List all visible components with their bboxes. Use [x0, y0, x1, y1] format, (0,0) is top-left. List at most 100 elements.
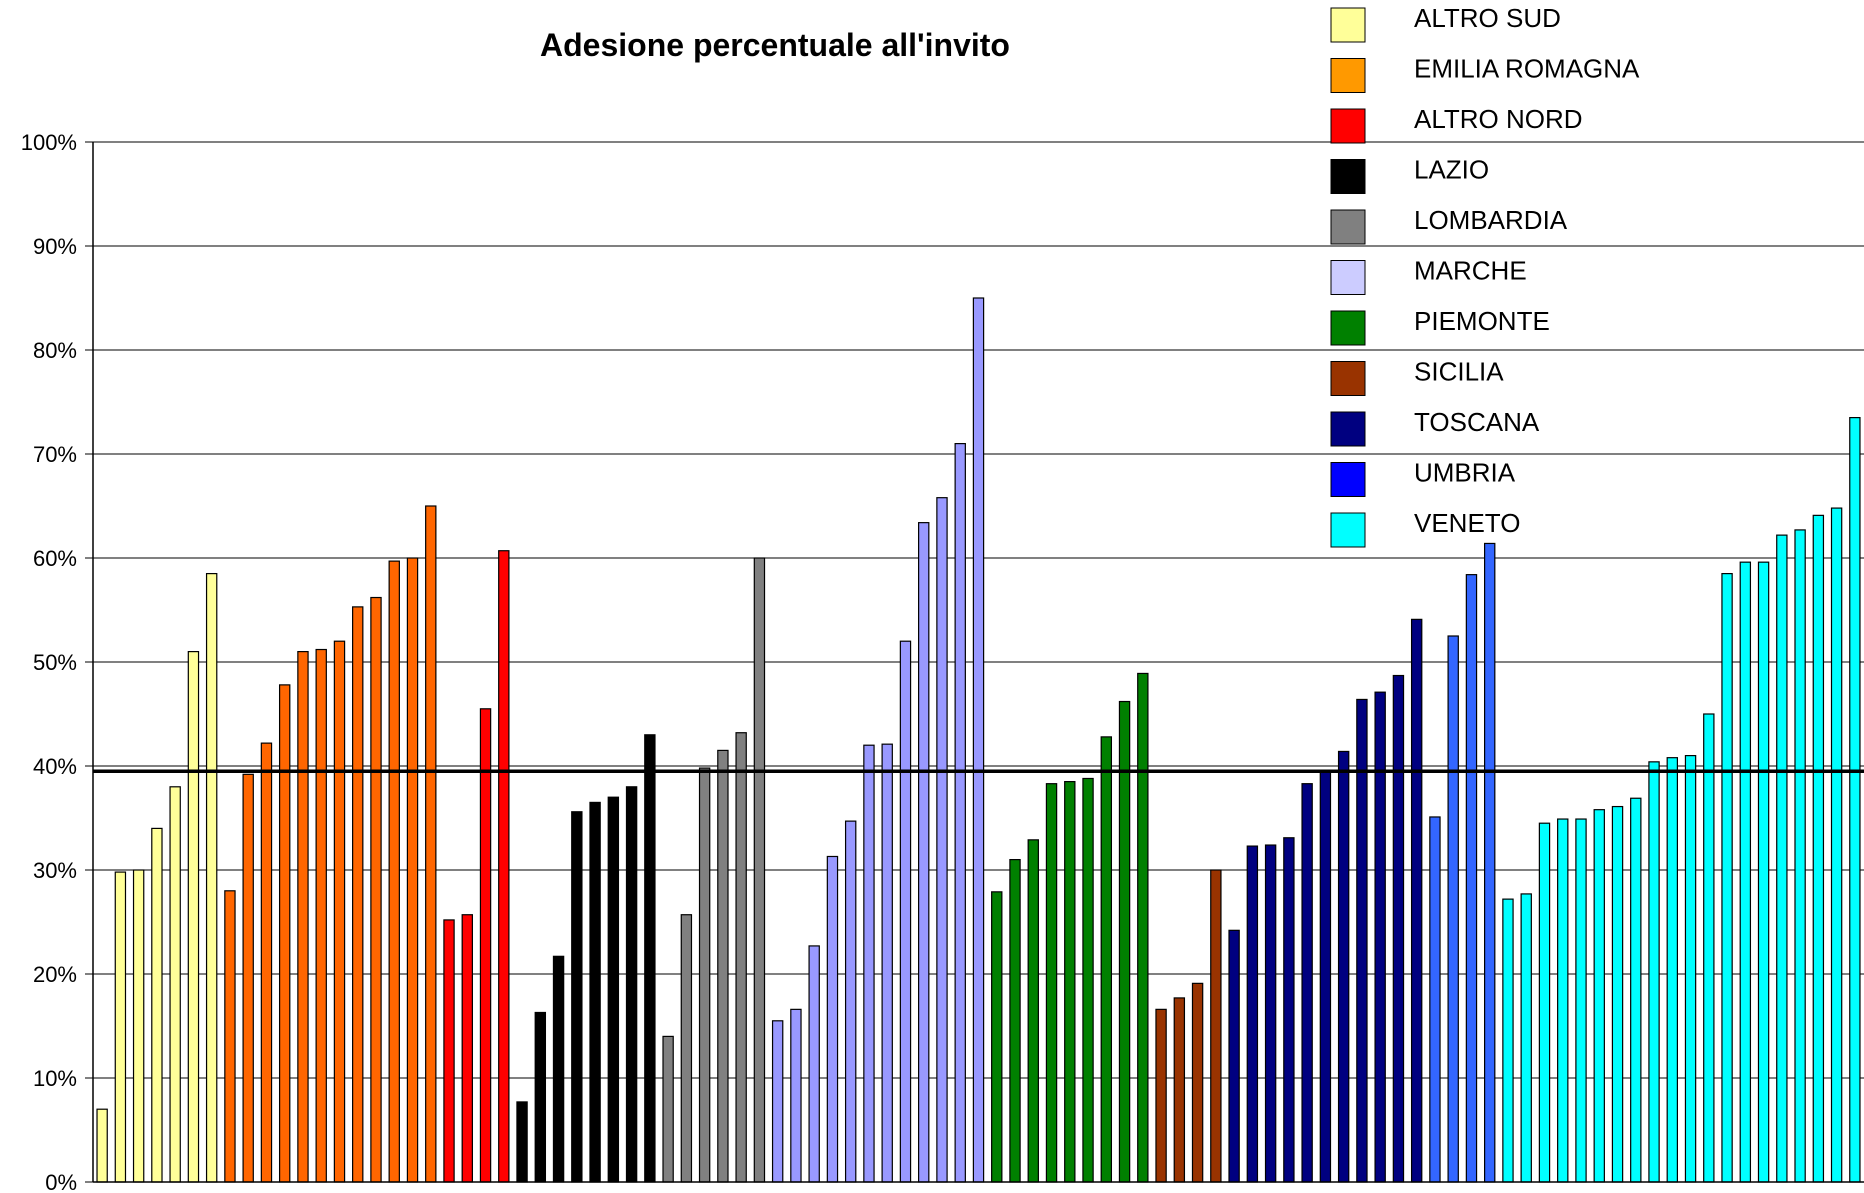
bar — [315, 648, 327, 1183]
bar — [1410, 618, 1423, 1183]
bar — [1849, 417, 1861, 1183]
bar — [1538, 822, 1551, 1183]
bar — [899, 640, 912, 1183]
bar — [644, 734, 656, 1183]
bar — [1155, 1008, 1167, 1183]
bar — [936, 497, 948, 1183]
bar — [1283, 837, 1295, 1183]
legend-swatch — [1330, 58, 1366, 93]
bar — [333, 640, 346, 1183]
bar — [1465, 574, 1478, 1183]
bar — [881, 743, 893, 1183]
bar — [370, 596, 382, 1183]
bar — [1776, 534, 1788, 1183]
legend-label: ALTRO NORD — [1414, 104, 1583, 134]
bar — [132, 869, 145, 1183]
y-tick-label: 100% — [21, 130, 77, 155]
bar — [571, 811, 583, 1183]
bar — [1246, 845, 1259, 1183]
bar — [753, 557, 766, 1183]
bar — [552, 955, 565, 1183]
bar — [1739, 561, 1752, 1183]
bar — [205, 572, 218, 1183]
bar — [918, 522, 930, 1183]
bar — [698, 767, 711, 1183]
bar — [662, 1035, 674, 1183]
bar — [844, 820, 857, 1183]
bar — [1429, 816, 1441, 1183]
bar — [425, 505, 437, 1183]
legend-swatch — [1330, 361, 1366, 396]
legend-label: MARCHE — [1414, 256, 1527, 286]
bar — [406, 557, 419, 1183]
y-tick-label: 70% — [33, 442, 77, 467]
bar — [1118, 700, 1131, 1183]
legend-label: LOMBARDIA — [1414, 205, 1568, 235]
bar — [151, 827, 163, 1183]
y-tick-label: 40% — [33, 754, 77, 779]
bar — [717, 749, 729, 1183]
bar — [1173, 997, 1186, 1183]
bar — [516, 1101, 528, 1183]
legend-label: PIEMONTE — [1414, 306, 1550, 336]
bar — [1502, 898, 1514, 1183]
y-tick-label: 80% — [33, 338, 77, 363]
bar — [443, 919, 455, 1183]
y-tick-label: 90% — [33, 234, 77, 259]
bar — [1684, 754, 1697, 1183]
bar — [1648, 761, 1660, 1183]
bar — [607, 796, 620, 1183]
bar — [1483, 542, 1496, 1183]
bar — [96, 1108, 108, 1183]
bar — [498, 550, 510, 1183]
bar — [187, 650, 200, 1183]
bar — [242, 773, 254, 1183]
bar — [1301, 783, 1313, 1183]
bar — [1082, 777, 1094, 1183]
bar — [1009, 858, 1021, 1183]
y-tick-label: 0% — [45, 1170, 77, 1193]
bar — [826, 855, 839, 1183]
bar — [224, 890, 236, 1183]
bar — [954, 443, 966, 1183]
bar — [1374, 691, 1386, 1183]
y-tick-label: 60% — [33, 546, 77, 571]
legend-swatch — [1330, 512, 1366, 548]
bar — [625, 786, 638, 1183]
legend-label: VENETO — [1414, 508, 1520, 538]
bar — [1757, 561, 1770, 1183]
bar — [991, 891, 1003, 1183]
legend-swatch — [1330, 310, 1366, 346]
bar — [1520, 893, 1532, 1183]
bar — [461, 914, 473, 1183]
bar — [1794, 529, 1806, 1183]
bar — [1027, 839, 1039, 1183]
y-tick-label: 50% — [33, 650, 77, 675]
bar — [1392, 674, 1405, 1183]
bar — [1100, 736, 1113, 1183]
y-axis-ticks: 0% 10% 20% 30% 40% 50% 60% 70% 80% 90% 100% — [21, 130, 93, 1193]
bar — [1210, 869, 1222, 1183]
legend-label: EMILIA ROMAGNA — [1414, 54, 1640, 84]
bar — [1593, 809, 1605, 1183]
bar — [114, 871, 127, 1183]
legend-label: UMBRIA — [1414, 458, 1516, 488]
chart-title: Adesione percentuale all'invito — [540, 27, 1010, 63]
bars — [96, 297, 1861, 1183]
bar — [790, 1008, 802, 1183]
bar — [1191, 982, 1204, 1183]
legend-swatch — [1330, 108, 1366, 144]
legend-label: LAZIO — [1414, 155, 1489, 185]
bar — [1611, 805, 1624, 1183]
bar — [735, 732, 747, 1183]
legend-label: SICILIA — [1414, 357, 1504, 387]
legend-label: ALTRO SUD — [1414, 3, 1561, 33]
legend-swatch — [1330, 209, 1366, 245]
axes — [92, 142, 1864, 1183]
legend-swatch — [1330, 411, 1366, 447]
bar — [1064, 780, 1076, 1183]
legend-swatch — [1330, 260, 1366, 295]
bar — [1630, 797, 1642, 1183]
